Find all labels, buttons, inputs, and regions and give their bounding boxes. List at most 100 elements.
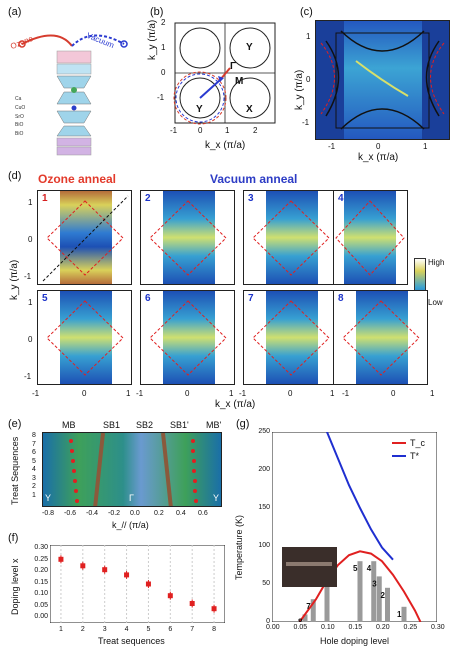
ytick: 1 (161, 43, 166, 52)
g-xlabel: Hole doping level (320, 636, 390, 646)
bz-point-Y-bottom: Y (196, 104, 203, 115)
ytick: 2 (161, 18, 166, 27)
layer-label: CuO (15, 104, 26, 111)
d-xlabel: k_x (π/a) (215, 399, 256, 410)
bar (324, 576, 330, 622)
d-top-yticks: 1 0 -1 (24, 190, 38, 290)
ytick: 7 (32, 440, 36, 448)
ytick: 1 (28, 298, 33, 307)
xtick: 6 (168, 626, 173, 633)
ytick: -1 (24, 372, 32, 381)
f-xticks: 1 2 3 4 5 6 7 8 (50, 626, 225, 636)
xtick: 0.6 (198, 510, 208, 517)
bar-label: 4 (367, 564, 372, 573)
map-1-overlay (42, 195, 129, 282)
xtick: -1 (32, 389, 40, 398)
legend-item-tc: T_c (392, 438, 425, 448)
xtick: 5 (146, 626, 151, 633)
xtick: 0 (376, 142, 381, 151)
bar (401, 606, 407, 622)
xtick: 1 (330, 389, 335, 398)
xtick: 2 (253, 126, 258, 135)
xtick: -0.2 (108, 510, 121, 517)
map-8: 8 (333, 290, 428, 385)
map-2: 2 (140, 190, 235, 285)
map-5: 5 (37, 290, 132, 385)
ytick: 2 (32, 483, 36, 490)
xtick: 0 (185, 389, 190, 398)
xtick: 1 (423, 142, 428, 151)
ytick: 1 (28, 198, 33, 207)
legend-label: T_c (410, 438, 426, 448)
bz-yticks: 2 1 0 -1 (157, 18, 171, 128)
panel-a-label: (a) (8, 6, 22, 18)
crystal-structure-figure (18, 34, 128, 156)
xtick: 1 (126, 389, 131, 398)
band-label: MB (62, 420, 76, 430)
band-label: SB2 (136, 420, 154, 430)
band-label: MB' (206, 420, 222, 430)
panel-b-label: (b) (150, 6, 164, 18)
map-number: 6 (145, 293, 151, 304)
ytick: 8 (32, 432, 36, 439)
xtick: 0.10 (321, 624, 335, 631)
map-4: 4 (333, 190, 408, 285)
xtick: 0.2 (154, 510, 164, 517)
bz-point-M: M (235, 76, 244, 87)
xtick: 7 (190, 626, 195, 633)
crystal-layers (56, 50, 92, 156)
vacuum-arrow (71, 34, 125, 47)
ytick: 0 (28, 235, 33, 244)
bar (357, 561, 363, 622)
sample-photo (282, 547, 337, 587)
ytick: 100 (258, 542, 270, 549)
g-ylabel: Temperature (K) (234, 514, 244, 580)
c-xlabel: k_x (π/a) (358, 152, 399, 163)
bar (376, 576, 382, 622)
ytick: 150 (258, 504, 270, 511)
panel-e-label: (e) (8, 418, 22, 430)
edc-map: Y Γ Y (42, 432, 222, 507)
data-point (102, 567, 108, 573)
map-6: 6 (140, 290, 235, 385)
xtick: 1 (58, 626, 63, 633)
xtick: -1 (342, 389, 350, 398)
data-point (167, 593, 173, 599)
fermi-contours (320, 30, 445, 130)
bar-label: 2 (381, 591, 386, 600)
edc-traces (69, 433, 198, 506)
map-1: 1 (37, 190, 132, 285)
bz-xticks: -1 0 1 2 (170, 126, 290, 138)
ytick: 0.25 (34, 555, 48, 563)
xtick: -1 (136, 389, 144, 398)
xtick: 0.4 (176, 510, 186, 517)
map-number: 3 (248, 193, 254, 204)
c-ylabel: k_y (π/a) (294, 69, 305, 110)
xtick: 0 (198, 126, 203, 135)
map-number: 4 (338, 193, 344, 204)
xtick: 0 (82, 389, 87, 398)
bar (310, 599, 316, 622)
legend-label: T* (410, 451, 419, 461)
ytick: 0 (28, 335, 33, 344)
map-number: 1 (42, 193, 48, 204)
ytick: -1 (157, 93, 165, 102)
ytick: 0 (306, 75, 311, 84)
ytick: 4 (32, 466, 36, 473)
panel-f-label: (f) (8, 532, 19, 544)
xtick: -1 (170, 126, 178, 135)
bar (371, 561, 377, 622)
xtick: 0.00 (266, 624, 280, 631)
ytick: 3 (32, 474, 36, 482)
ozone-arrow (21, 34, 73, 47)
ytick: -1 (24, 272, 32, 281)
xtick: -0.4 (86, 510, 99, 517)
data-point (145, 581, 151, 587)
doping-level-chart (50, 545, 225, 623)
f-ylabel: Doping level x (10, 558, 20, 615)
ozone-anneal-title: Ozone anneal (38, 172, 117, 186)
band-label: SB1 (103, 420, 121, 430)
bar-label: 8 (298, 617, 303, 622)
xtick: 0.25 (403, 624, 418, 631)
xtick: 0 (288, 389, 293, 398)
